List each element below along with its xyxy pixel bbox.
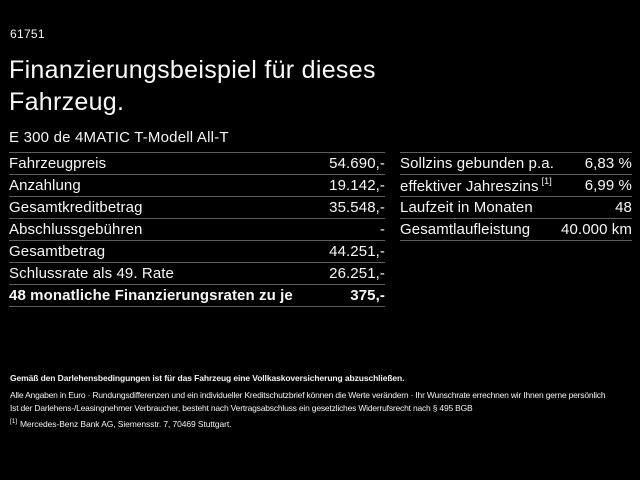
row-label-text: effektiver Jahreszins — [400, 177, 539, 195]
page-title-line1: Finanzierungsbeispiel für dieses — [9, 56, 376, 84]
row-label: Gesamtkreditbetrag — [9, 199, 143, 216]
row-label: Gesamtlaufleistung — [400, 221, 531, 238]
table-row-term-months: Laufzeit in Monaten 48 — [400, 197, 632, 219]
row-value: 44.251,- — [329, 243, 385, 260]
table-row-total-amount: Gesamtbetrag 44.251,- — [9, 241, 385, 263]
row-label: Anzahlung — [9, 177, 81, 194]
disclaimer-line-2: Ist der Darlehens-/Leasingnehmer Verbrau… — [10, 403, 473, 413]
row-value: 26.251,- — [329, 265, 385, 282]
row-label: Gesamtbetrag — [9, 243, 106, 260]
table-row-nominal-interest: Sollzins gebunden p.a. 6,83 % — [400, 153, 632, 175]
row-value: 375,- — [350, 287, 385, 304]
row-label: Fahrzeugpreis — [9, 155, 107, 172]
row-label: 48 monatliche Finanzierungsraten zu je — [9, 287, 293, 304]
bank-footnote: [1] Mercedes-Benz Bank AG, Siemensstr. 7,… — [10, 418, 232, 429]
table-row-monthly-rate: 48 monatliche Finanzierungsraten zu je 3… — [9, 285, 385, 307]
page-title-line2: Fahrzeug. — [9, 88, 125, 116]
row-value: 6,99 % — [584, 177, 632, 194]
table-row-total-mileage: Gesamtlaufleistung 40.000 km — [400, 219, 632, 241]
row-label: Laufzeit in Monaten — [400, 199, 533, 216]
page-title: Finanzierungsbeispiel für dieses Fahrzeu… — [9, 54, 376, 118]
row-label: Schlussrate als 49. Rate — [9, 265, 174, 282]
listing-number: 61751 — [10, 27, 45, 41]
disclaimer-block: Gemäß den Darlehensbedingungen ist für d… — [10, 373, 635, 415]
vehicle-model: E 300 de 4MATIC T-Modell All-T — [9, 129, 229, 146]
row-value: 6,83 % — [584, 155, 632, 172]
row-label: effektiver Jahreszins [1] — [400, 175, 552, 195]
footnote-marker: [1] — [10, 418, 17, 425]
row-label: Abschlussgebühren — [9, 221, 143, 238]
table-row-total-credit: Gesamtkreditbetrag 35.548,- — [9, 197, 385, 219]
row-value: 54.690,- — [329, 155, 385, 172]
footnote-text: Mercedes-Benz Bank AG, Siemensstr. 7, 70… — [19, 418, 232, 429]
insurance-note: Gemäß den Darlehensbedingungen ist für d… — [10, 373, 405, 383]
row-value: 19.142,- — [329, 177, 385, 194]
financing-table: Fahrzeugpreis 54.690,- Anzahlung 19.142,… — [9, 152, 385, 307]
table-row-effective-interest: effektiver Jahreszins [1] 6,99 % — [400, 175, 632, 197]
footnote-marker: [1] — [541, 175, 552, 186]
row-value: 48 — [615, 199, 632, 216]
disclaimer-line-1: Alle Angaben in Euro · Rundungsdifferenz… — [10, 390, 606, 400]
row-value: - — [379, 221, 385, 238]
table-row-down-payment: Anzahlung 19.142,- — [9, 175, 385, 197]
row-value: 35.548,- — [329, 199, 385, 216]
row-value: 40.000 km — [561, 221, 632, 238]
table-row-vehicle-price: Fahrzeugpreis 54.690,- — [9, 153, 385, 175]
conditions-table: Sollzins gebunden p.a. 6,83 % effektiver… — [400, 152, 632, 241]
table-row-final-rate: Schlussrate als 49. Rate 26.251,- — [9, 263, 385, 285]
table-row-closing-fees: Abschlussgebühren - — [9, 219, 385, 241]
row-label: Sollzins gebunden p.a. — [400, 155, 554, 172]
